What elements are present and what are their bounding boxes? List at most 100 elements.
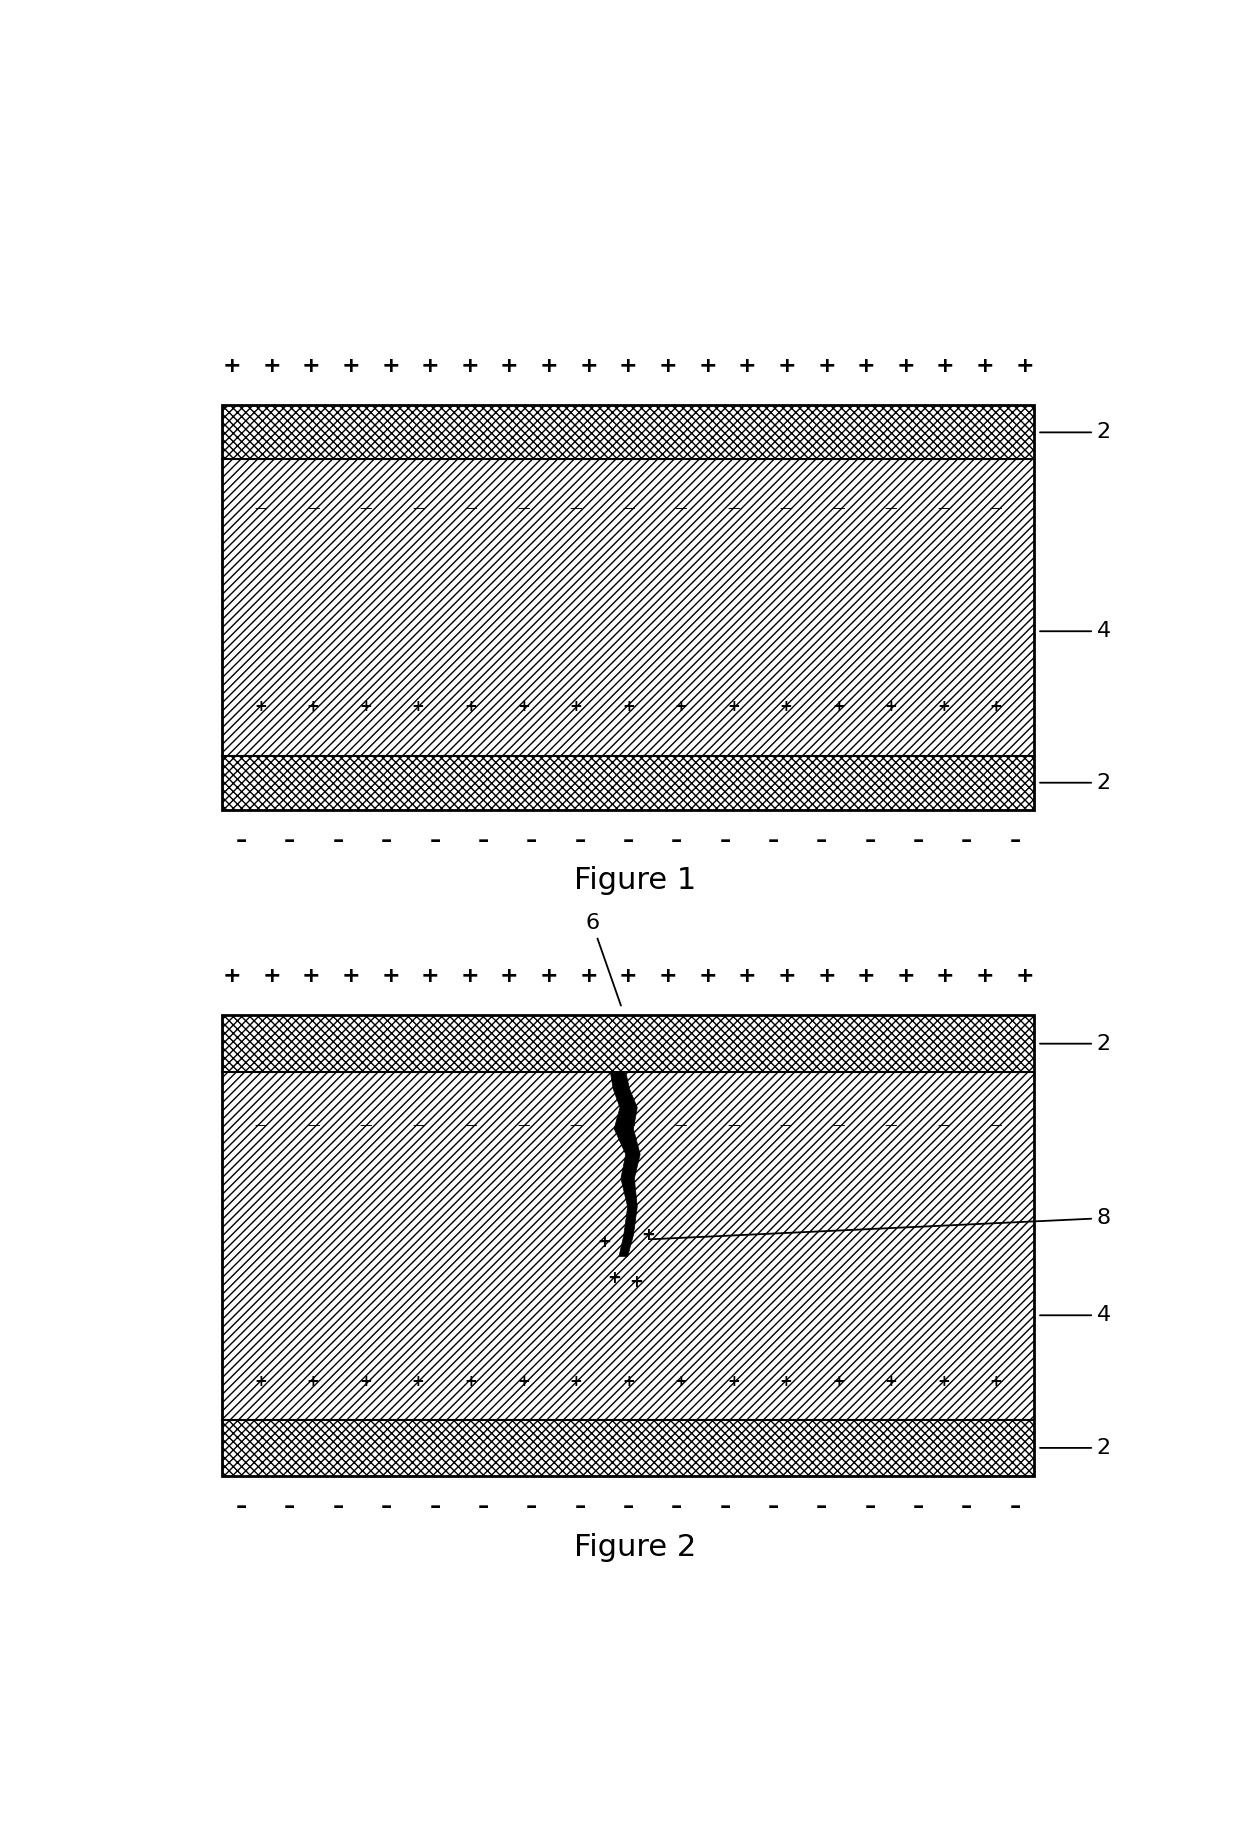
Text: —: — [360,1120,372,1133]
Text: +: + [884,1374,898,1389]
Text: –: – [961,831,972,851]
Text: +: + [976,356,994,376]
Text: +: + [465,700,477,715]
Text: –: – [284,1498,295,1518]
Text: +: + [698,356,717,376]
Text: +: + [897,356,915,376]
Text: –: – [768,831,779,851]
Text: –: – [236,831,247,851]
Text: —: — [990,501,1002,514]
Text: +: + [579,356,598,376]
Text: +: + [500,356,518,376]
Text: +: + [622,700,635,715]
Text: +: + [500,965,518,985]
Text: +: + [306,1374,320,1389]
Text: +: + [341,965,360,985]
Text: +: + [857,965,875,985]
Text: —: — [517,501,529,514]
Polygon shape [610,1072,640,1256]
Text: 6: 6 [585,914,621,1006]
Text: +: + [381,965,399,985]
Text: +: + [936,356,955,376]
Text: +: + [360,700,372,715]
Text: +: + [1016,356,1034,376]
Text: —: — [622,1120,635,1133]
Text: +: + [381,356,399,376]
Text: +: + [301,356,320,376]
Text: —: — [412,1120,424,1133]
Text: –: – [526,831,537,851]
Text: +: + [658,965,677,985]
Text: +: + [817,965,836,985]
Text: –: – [381,831,392,851]
Text: +: + [1016,965,1034,985]
Text: –: – [719,1498,730,1518]
Text: +: + [619,356,637,376]
Text: +: + [622,1374,635,1389]
Text: 4: 4 [1040,1306,1111,1324]
Text: +: + [306,700,320,715]
Text: +: + [465,1374,477,1389]
Text: +: + [658,356,677,376]
Text: +: + [412,700,424,715]
Text: +: + [539,356,558,376]
Text: +: + [539,965,558,985]
Text: +: + [936,965,955,985]
Text: —: — [884,1120,897,1133]
Text: +: + [857,356,875,376]
Text: +: + [254,700,267,715]
Text: –: – [332,831,343,851]
Bar [222,405,1034,459]
Text: –: – [622,1498,634,1518]
Text: +: + [832,1374,844,1389]
Text: –: – [816,1498,827,1518]
Text: –: – [768,1498,779,1518]
Text: –: – [864,831,875,851]
Text: Figure 1: Figure 1 [574,866,697,895]
Text: 2: 2 [1040,772,1111,792]
Text: +: + [777,965,796,985]
Text: —: — [727,501,739,514]
Text: –: – [816,831,827,851]
Text: —: — [569,501,582,514]
Text: –: – [1009,831,1021,851]
Text: +: + [517,700,529,715]
Text: –: – [913,1498,924,1518]
Text: –: – [332,1498,343,1518]
Text: –: – [671,831,682,851]
Bar [222,459,1034,755]
Text: —: — [727,1120,739,1133]
Text: —: — [675,1120,687,1133]
Text: +: + [780,700,792,715]
Text: —: — [254,501,267,514]
Text: +: + [301,965,320,985]
Text: –: – [477,1498,489,1518]
Text: –: – [671,1498,682,1518]
Bar [222,1015,1034,1072]
Text: +: + [884,700,898,715]
Text: +: + [517,1374,529,1389]
Text: –: – [477,831,489,851]
Text: —: — [308,1120,320,1133]
Text: +: + [341,356,360,376]
Text: —: — [360,501,372,514]
Bar [222,1015,1034,1475]
Text: 2: 2 [1040,422,1111,442]
Text: —: — [308,501,320,514]
Text: –: – [574,831,585,851]
Text: —: — [832,1120,844,1133]
Text: –: – [622,831,634,851]
Text: —: — [569,1120,582,1133]
Text: +: + [262,356,280,376]
Bar [222,755,1034,810]
Text: +: + [727,700,740,715]
Text: +: + [420,356,439,376]
Text: +: + [222,356,242,376]
Text: —: — [465,1120,477,1133]
Text: +: + [832,700,844,715]
Text: —: — [465,501,477,514]
Text: –: – [1009,1498,1021,1518]
Text: +: + [780,1374,792,1389]
Text: 8: 8 [651,1208,1111,1240]
Text: +: + [738,965,756,985]
